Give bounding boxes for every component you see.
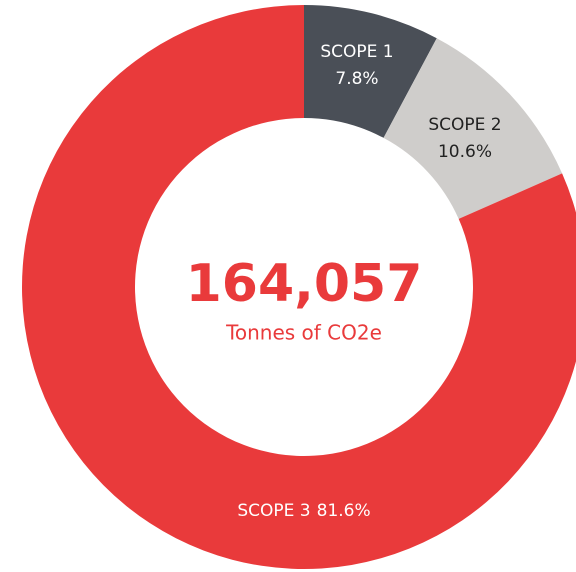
slices — [22, 5, 576, 569]
slice — [304, 5, 437, 138]
slice-label-group: SCOPE 3 81.6% — [237, 501, 370, 521]
slice-label: SCOPE 1 — [320, 42, 393, 62]
slice — [383, 38, 563, 219]
center-value: 164,057 — [186, 254, 423, 314]
slice-label: SCOPE 2 — [428, 115, 501, 135]
slice-label: SCOPE 3 — [237, 501, 310, 521]
labels: SCOPE 1 7.8% SCOPE 2 10.6% SCOPE 3 81.6% — [237, 42, 501, 521]
center-sublabel: Tonnes of CO2e — [225, 321, 382, 345]
slice-value-label: 7.8% — [335, 69, 378, 89]
slice-value-label: 10.6% — [438, 142, 492, 162]
slice — [22, 5, 576, 569]
slice-value-label: 81.6% — [317, 501, 371, 521]
